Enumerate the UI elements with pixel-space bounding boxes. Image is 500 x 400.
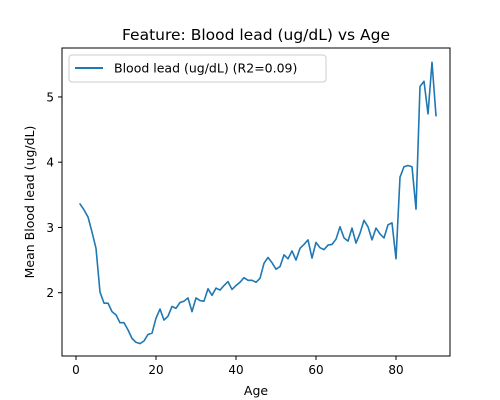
y-axis-label: Mean Blood lead (ug/dL) [22,126,37,279]
chart-title: Feature: Blood lead (ug/dL) vs Age [122,26,390,44]
legend-box [68,54,327,83]
y-tick-label: 5 [46,90,54,104]
series-line [79,61,437,345]
y-axis: 2 3 4 5 [46,90,62,300]
y-tick-label: 2 [46,286,54,300]
x-axis-label: Age [244,383,268,398]
x-tick-label: 40 [228,363,243,377]
y-tick-label: 4 [46,156,54,170]
x-tick-label: 80 [388,363,403,377]
plot-area-frame [61,47,451,357]
series-layer [79,61,437,345]
x-tick-label: 60 [308,363,323,377]
legend: Blood lead (ug/dL) (R2=0.09) [68,54,327,83]
x-tick-label: 20 [148,363,163,377]
y-tick-label: 3 [46,221,54,235]
x-tick-label: 0 [72,363,80,377]
x-axis: 0 20 40 60 80 [72,356,404,377]
legend-label: Blood lead (ug/dL) (R2=0.09) [114,61,297,76]
